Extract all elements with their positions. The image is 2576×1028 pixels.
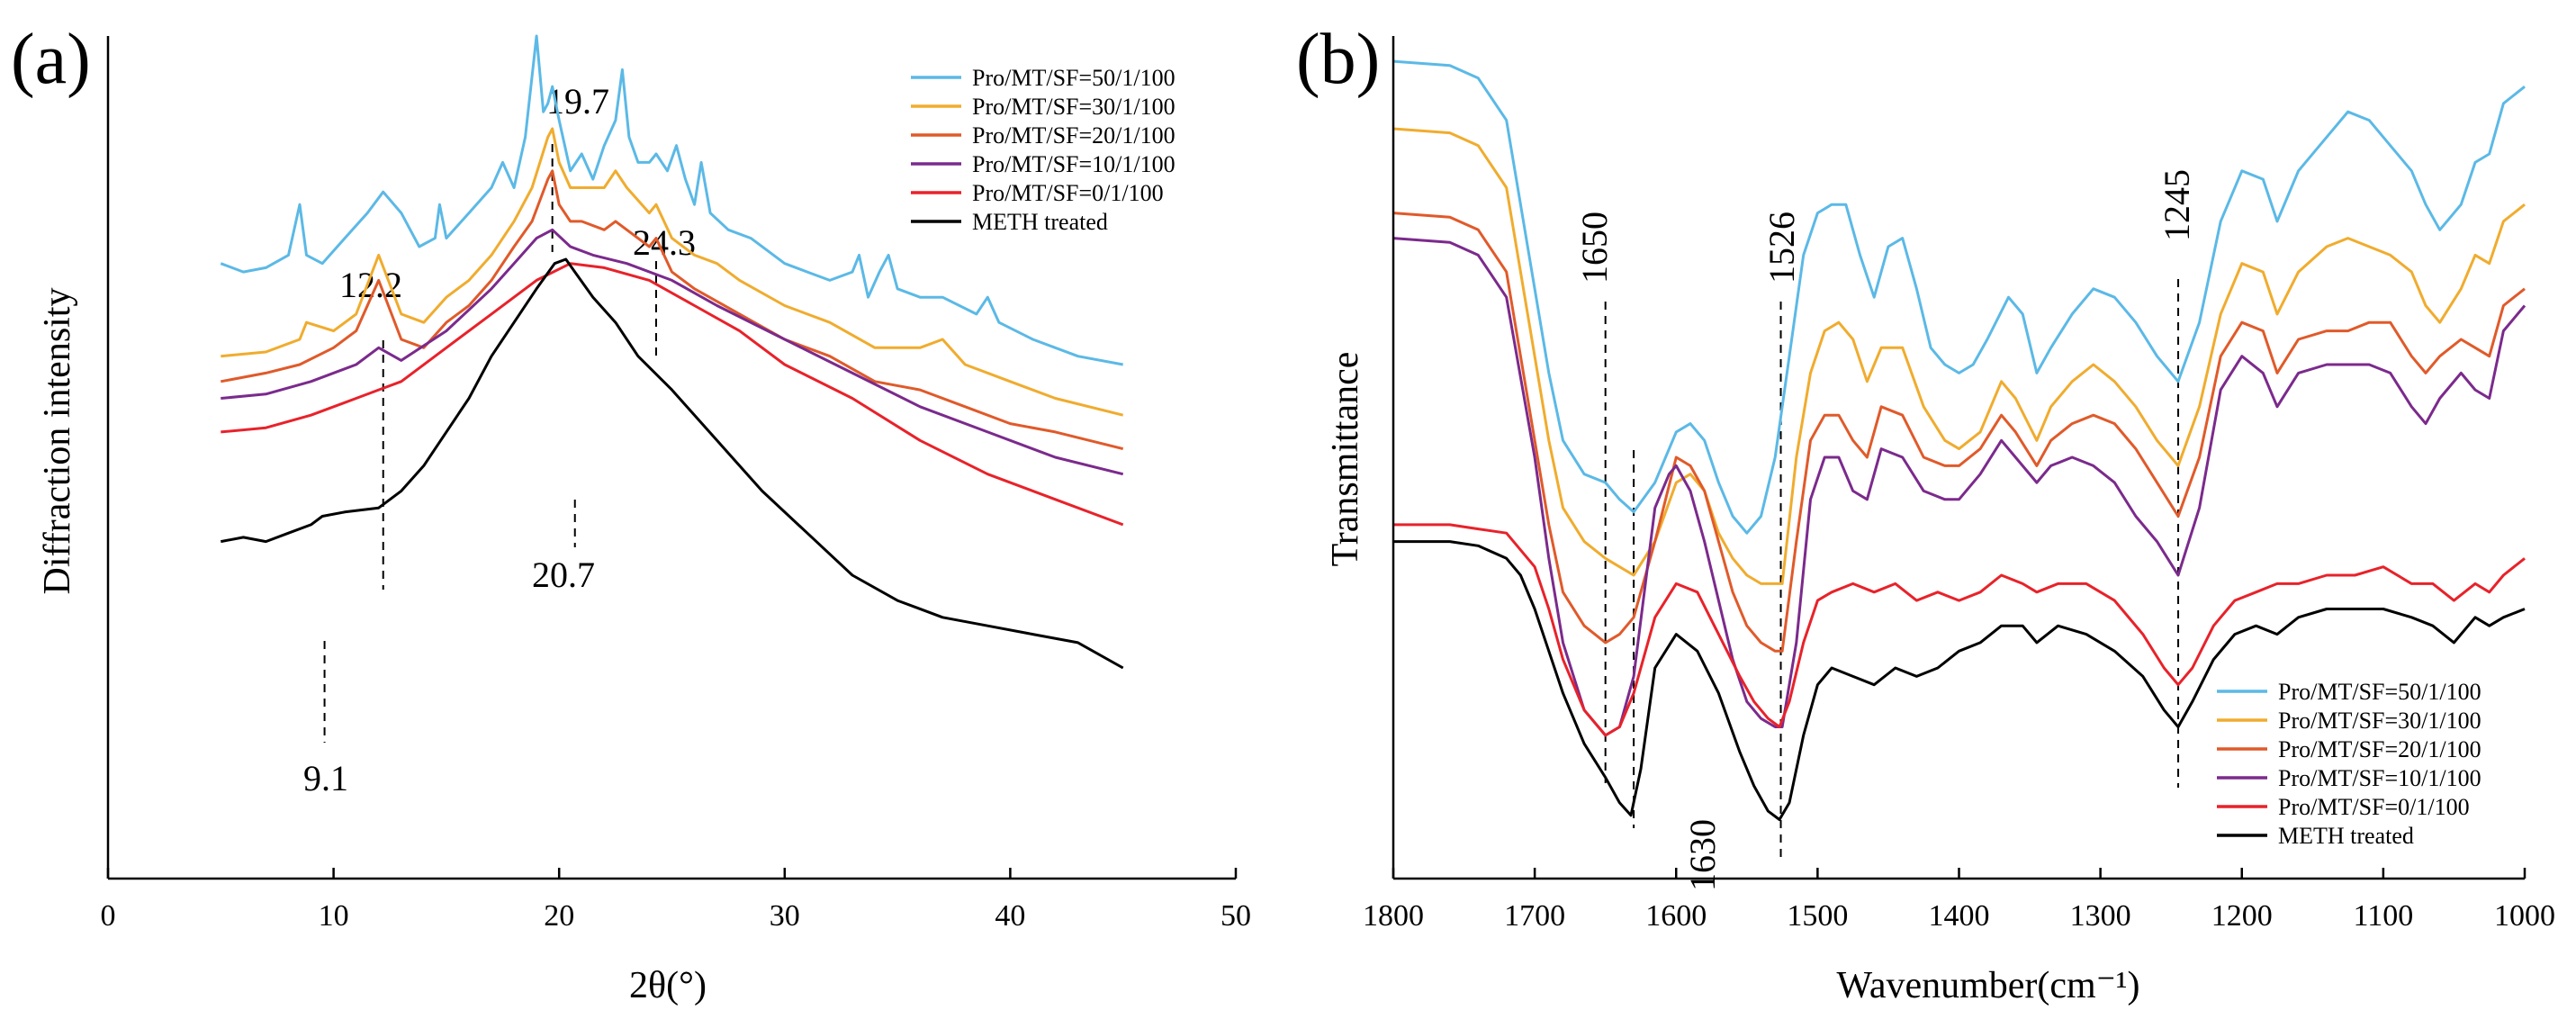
series-line-pro-mt-sf-20-1-100 [1392,212,2526,653]
peak-label: 1630 [1682,819,1723,891]
peak-label: 20.7 [532,555,595,595]
panel-b-peak-annotations: 1650 1526 1245 1630 [1574,169,2197,891]
series-line-pro-mt-sf-30-1-100 [221,127,1124,417]
legend-entry: Pro/MT/SF=0/1/100 [972,180,1164,206]
legend-entry: Pro/MT/SF=20/1/100 [2278,736,2481,762]
x-tick-label: 30 [770,899,800,933]
panel-b-x-ticks: 1800 1700 1600 1500 1400 1300 1200 1100 1000 [1363,868,2555,933]
panel-b-x-axis-label: Wavenumber(cm⁻¹) [1837,965,2140,1006]
legend-entry: METH treated [2278,823,2414,849]
x-tick-label: 1100 [2354,899,2414,933]
panel-a-peak-annotations: 19.712.224.320.79.1 [303,81,696,798]
panel-a-x-ticks: 0 10 20 30 40 50 [101,868,1251,933]
x-tick-label: 0 [101,899,116,933]
legend-entry: Pro/MT/SF=10/1/100 [972,151,1175,177]
x-tick-label: 20 [544,899,574,933]
series-line-pro-mt-sf-10-1-100 [221,228,1124,476]
x-tick-label: 1800 [1363,899,1424,933]
peak-label: 9.1 [303,758,348,798]
series-line-pro-mt-sf-20-1-100 [221,169,1124,451]
series-line-pro-mt-sf-30-1-100 [1392,127,2526,585]
panel-a-label: (a) [11,20,91,99]
legend-entry: Pro/MT/SF=30/1/100 [972,94,1175,120]
legend-entry: Pro/MT/SF=20/1/100 [972,122,1175,149]
panel-b-legend: Pro/MT/SF=50/1/100Pro/MT/SF=30/1/100Pro/… [2217,679,2481,849]
x-tick-label: 1400 [1929,899,1990,933]
series-line-pro-mt-sf-10-1-100 [1392,237,2526,737]
x-tick-label: 50 [1220,899,1251,933]
series-line-pro-mt-sf-0-1-100 [221,262,1124,527]
panel-b-ftir-chart: (b) Transmittance Wavenumber(cm⁻¹) 1800 1… [1296,20,2555,1006]
panel-b-series [1392,59,2526,821]
x-tick-label: 1300 [2070,899,2131,933]
series-line-meth-treated [221,257,1124,670]
x-tick-label: 1200 [2211,899,2273,933]
panel-a-y-axis-label: Diffraction intensity [37,288,78,595]
panel-b-label: (b) [1296,20,1380,99]
legend-entry: Pro/MT/SF=0/1/100 [2278,794,2470,820]
x-tick-label: 1000 [2494,899,2555,933]
peak-label: 1526 [1761,212,1802,284]
legend-entry: Pro/MT/SF=30/1/100 [2278,708,2481,734]
series-line-pro-mt-sf-50-1-100 [220,34,1123,366]
peak-label: 1245 [2157,169,2197,241]
series-line-meth-treated [1393,540,2526,821]
legend-entry: Pro/MT/SF=10/1/100 [2278,765,2481,791]
x-tick-label: 1700 [1504,899,1565,933]
x-tick-label: 1500 [1787,899,1848,933]
legend-entry: Pro/MT/SF=50/1/100 [972,65,1175,91]
x-tick-label: 1600 [1645,899,1707,933]
panel-b-y-axis-label: Transmittance [1325,352,1366,567]
panel-a-x-axis-label: 2θ(°) [629,965,707,1006]
panel-a-xrd-chart: (a) Diffraction intensity 2θ(°) 0 10 20 30 4… [11,20,1251,1006]
peak-label: 1650 [1574,212,1615,284]
x-tick-label: 10 [319,899,349,933]
series-line-pro-mt-sf-50-1-100 [1392,59,2526,535]
legend-entry: METH treated [972,209,1108,235]
legend-entry: Pro/MT/SF=50/1/100 [2278,679,2481,705]
x-tick-label: 40 [995,899,1025,933]
panel-a-series [220,34,1124,670]
panel-a-legend: Pro/MT/SF=50/1/100Pro/MT/SF=30/1/100Pro/… [911,65,1175,235]
series-line-pro-mt-sf-0-1-100 [1393,523,2526,737]
